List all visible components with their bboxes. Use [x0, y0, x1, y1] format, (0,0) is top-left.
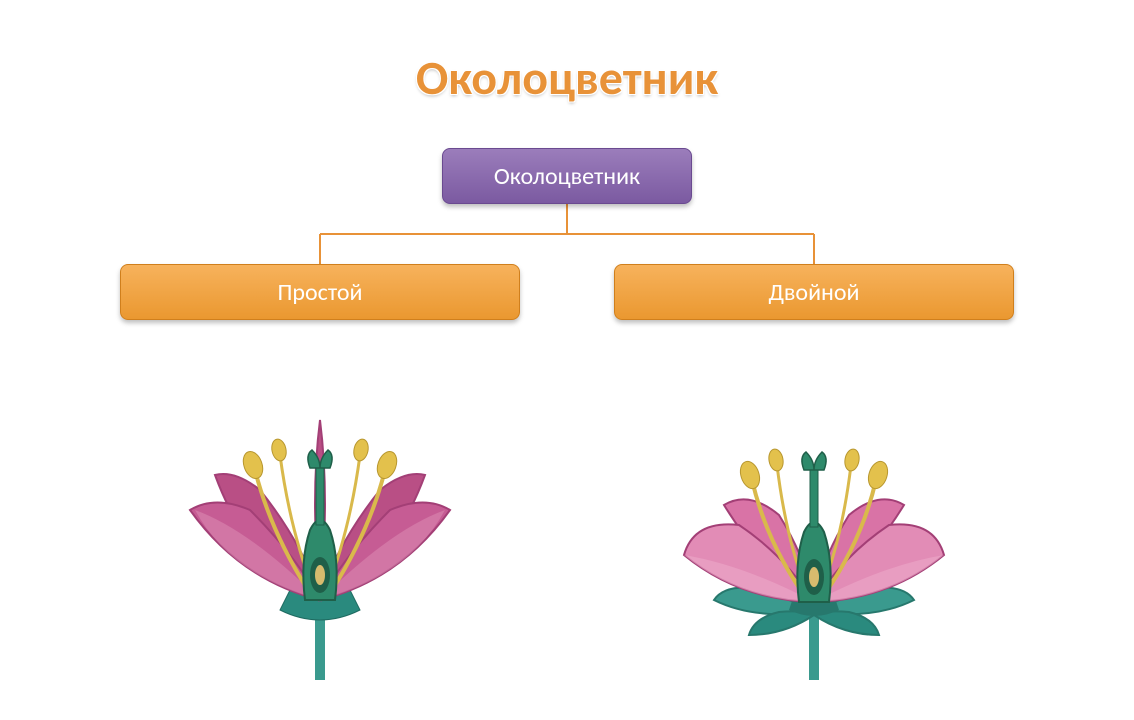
flower-illustration-simple: [160, 360, 480, 680]
flower-illustration-double: [654, 360, 974, 680]
root-node: Околоцветник: [442, 148, 692, 204]
child-node-double: Двойной: [614, 264, 1014, 320]
root-node-label: Околоцветник: [494, 162, 640, 191]
page-title: Околоцветник: [0, 48, 1134, 107]
child-node-simple: Простой: [120, 264, 520, 320]
child-node-double-label: Двойной: [768, 278, 859, 307]
child-node-simple-label: Простой: [278, 278, 363, 307]
